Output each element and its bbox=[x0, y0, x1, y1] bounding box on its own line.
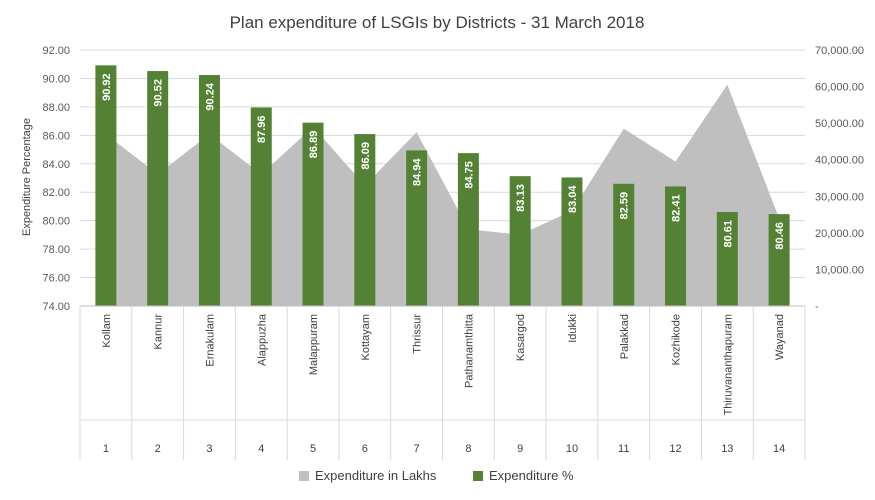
y-tick-label: 84.00 bbox=[42, 159, 70, 171]
bar-wayanad bbox=[768, 214, 790, 306]
y2-tick-label: 20,000.00 bbox=[815, 228, 864, 240]
y-tick-label: 82.00 bbox=[42, 187, 70, 199]
serial-number-label: 6 bbox=[362, 443, 368, 455]
category-label: Alappuzha bbox=[256, 313, 268, 366]
category-label: Kasargod bbox=[515, 314, 527, 361]
bar-thiruvananthapuram bbox=[716, 211, 738, 306]
legend-swatch-area bbox=[299, 471, 309, 481]
bar-data-label: 84.75 bbox=[463, 161, 475, 189]
x-axis-categories: Kollam 1 Kannur 2 Ernakulam 3 Alappuzha 4 Malapp… bbox=[79, 305, 806, 460]
category-label: Pathanamthitta bbox=[463, 313, 475, 388]
y-axis-left: 74.00 76.00 78.00 80.00 82.00 84.00 86.00 88.00… bbox=[42, 45, 70, 313]
serial-number-label: 7 bbox=[414, 443, 420, 455]
bar-alappuzha bbox=[250, 107, 272, 306]
y2-tick-label: 30,000.00 bbox=[815, 191, 864, 203]
y-axis-title: Expenditure Percentage bbox=[21, 118, 33, 236]
category-label: Thiruvananthapuram bbox=[722, 314, 734, 416]
category-label: Wayanad bbox=[774, 314, 786, 360]
serial-number-label: 11 bbox=[618, 443, 629, 455]
y2-tick-label: 10,000.00 bbox=[815, 264, 864, 276]
y2-tick-label: 50,000.00 bbox=[815, 118, 864, 130]
bar-kozhikode bbox=[665, 186, 687, 306]
serial-number-label: 9 bbox=[517, 443, 523, 455]
bar-series: 90.92 90.52 90.24 87.96 86.89 86.09 84.94 84.75… bbox=[95, 65, 790, 306]
area-expenditure-lakhs bbox=[105, 84, 780, 306]
serial-number-label: 13 bbox=[721, 443, 733, 455]
bar-data-label: 87.96 bbox=[256, 115, 268, 143]
legend: Expenditure in Lakhs Expenditure % bbox=[299, 468, 574, 483]
y-tick-label: 78.00 bbox=[42, 244, 70, 256]
y-tick-label: 92.00 bbox=[42, 45, 70, 57]
area-series bbox=[105, 84, 780, 306]
bar-pathanamthitta bbox=[457, 153, 479, 306]
y2-tick-label: 70,000.00 bbox=[815, 45, 864, 57]
bar-palakkad bbox=[613, 183, 635, 306]
y-axis-right: - 10,000.00 20,000.00 30,000.00 40,000.00 50,… bbox=[815, 45, 864, 313]
bar-data-label: 82.59 bbox=[619, 192, 631, 220]
category-label: Palakkad bbox=[619, 314, 631, 359]
category-label: Kottayam bbox=[360, 314, 372, 360]
bar-data-label: 83.13 bbox=[515, 184, 527, 212]
legend-label-area: Expenditure in Lakhs bbox=[315, 468, 437, 483]
y-tick-label: 90.00 bbox=[42, 73, 70, 85]
y-tick-label: 80.00 bbox=[42, 216, 70, 228]
category-label: Kollam bbox=[101, 314, 113, 348]
category-label: Malappuram bbox=[308, 314, 320, 375]
y-tick-label: 88.00 bbox=[42, 102, 70, 114]
serial-number-label: 4 bbox=[258, 443, 264, 455]
bar-data-label: 84.94 bbox=[412, 158, 424, 186]
serial-number-label: 5 bbox=[310, 443, 316, 455]
bar-kasargod bbox=[509, 176, 531, 306]
y2-tick-label: 60,000.00 bbox=[815, 82, 864, 94]
serial-number-label: 2 bbox=[155, 443, 161, 455]
y-tick-label: 86.00 bbox=[42, 130, 70, 142]
bar-data-label: 83.04 bbox=[567, 185, 579, 213]
serial-number-label: 12 bbox=[669, 443, 681, 455]
y-tick-label: 74.00 bbox=[42, 301, 70, 313]
bar-data-label: 80.61 bbox=[722, 220, 734, 248]
y2-tick-label: - bbox=[815, 301, 819, 313]
category-label: Thrissur bbox=[412, 314, 424, 354]
legend-label-bar: Expenditure % bbox=[489, 468, 574, 483]
serial-number-label: 14 bbox=[773, 443, 785, 455]
serial-number-label: 3 bbox=[206, 443, 212, 455]
bar-kottayam bbox=[354, 134, 376, 306]
category-label: Idukki bbox=[567, 314, 579, 343]
chart-title: Plan expenditure of LSGIs by Districts -… bbox=[230, 13, 645, 32]
bar-data-label: 90.52 bbox=[153, 79, 165, 107]
bar-data-label: 86.09 bbox=[360, 142, 372, 170]
category-label: Kozhikode bbox=[671, 314, 683, 365]
serial-number-label: 8 bbox=[465, 443, 471, 455]
y-tick-label: 76.00 bbox=[42, 273, 70, 285]
bar-kannur bbox=[147, 71, 169, 306]
bar-idukki bbox=[561, 177, 583, 306]
category-label: Kannur bbox=[153, 314, 165, 350]
serial-number-label: 1 bbox=[103, 443, 109, 455]
bar-malappuram bbox=[302, 122, 324, 306]
serial-number-label: 10 bbox=[566, 443, 578, 455]
bar-thrissur bbox=[406, 150, 428, 306]
bar-kollam bbox=[95, 65, 117, 306]
bar-ernakulam bbox=[198, 75, 220, 306]
category-label: Ernakulam bbox=[204, 314, 216, 367]
bar-data-label: 90.92 bbox=[101, 73, 113, 101]
y2-tick-label: 40,000.00 bbox=[815, 155, 864, 167]
bar-data-label: 80.46 bbox=[774, 222, 786, 250]
bar-data-label: 82.41 bbox=[671, 194, 683, 222]
bar-data-label: 86.89 bbox=[308, 131, 320, 159]
bar-data-label: 90.24 bbox=[204, 82, 216, 110]
legend-swatch-bar bbox=[473, 471, 483, 481]
